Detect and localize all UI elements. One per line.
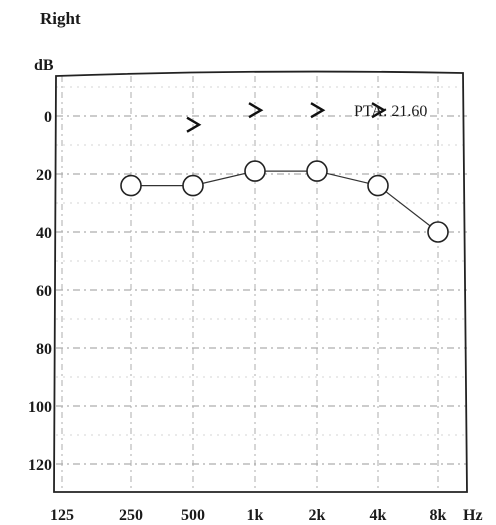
- circle-marker: [182, 174, 204, 197]
- x-tick-label: 4k: [370, 507, 387, 524]
- x-tick-labels: 125 250 500 1k 2k 4k 8k: [50, 507, 447, 524]
- angle-marker: [186, 116, 202, 133]
- angle-marker: [310, 102, 326, 119]
- y-tick-label: 0: [44, 109, 52, 126]
- y-tick-label: 60: [36, 283, 52, 300]
- pta-annotation: PTA: 21.60: [354, 103, 427, 120]
- x-tick-label: 125: [50, 507, 74, 524]
- y-tick-label: 100: [28, 399, 52, 416]
- x-tick-label: 250: [119, 507, 143, 524]
- series-line: [131, 170, 439, 233]
- chart-grid: [56, 76, 467, 492]
- y-tick-label: 80: [36, 341, 52, 358]
- x-tick-label: 500: [181, 507, 205, 524]
- y-axis-unit-label: dB: [34, 57, 54, 74]
- plot-frame: [53, 70, 468, 493]
- x-tick-label: 1k: [247, 507, 264, 524]
- y-tick-labels: 0 20 40 60 80 100 120: [28, 109, 52, 474]
- x-tick-label: 2k: [309, 507, 326, 524]
- angle-marker: [371, 102, 387, 119]
- y-tick-label: 40: [36, 225, 52, 242]
- x-axis-unit-label: Hz: [463, 507, 483, 524]
- y-tick-label: 120: [28, 457, 52, 474]
- circle-marker: [120, 174, 142, 197]
- chart-series: [120, 102, 449, 243]
- circle-marker: [427, 221, 449, 243]
- circle-marker: [244, 160, 266, 182]
- x-tick-label: 8k: [430, 507, 447, 524]
- circle-marker: [367, 174, 389, 197]
- ear-label: Right: [40, 9, 81, 28]
- y-tick-label: 20: [36, 167, 52, 184]
- angle-marker: [248, 102, 264, 119]
- circle-marker: [306, 160, 328, 182]
